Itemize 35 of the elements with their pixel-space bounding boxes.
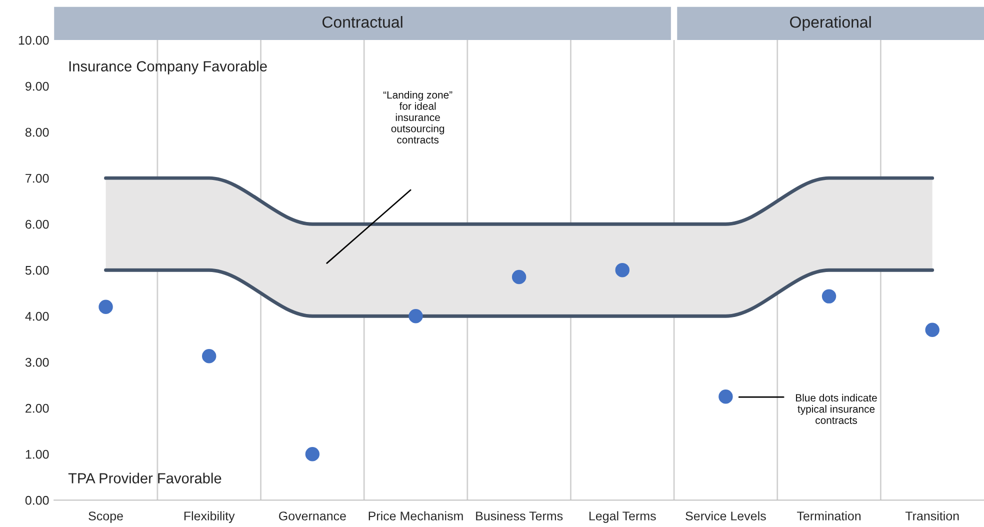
y-tick-label: 1.00 [26, 450, 49, 459]
point [822, 289, 836, 304]
point [718, 389, 733, 404]
point [512, 270, 526, 284]
y-tick-label: 3.00 [25, 358, 49, 367]
y-tick-label: 10.00 [18, 36, 49, 45]
annotation: Blue dots indicate typical insurance contracts [796, 394, 877, 424]
y-tick-label: 2.00 [26, 404, 49, 413]
y-tick-label: 8.00 [25, 128, 49, 137]
x-tick-label: Governance [279, 512, 346, 520]
point [98, 300, 113, 314]
x-tick-label: Scope [88, 512, 123, 523]
y-tick-label: 4.00 [25, 312, 49, 321]
y-tick-label: 7.00 [26, 174, 49, 183]
point [305, 446, 320, 462]
annotation: Insurance Company Favorable [69, 60, 267, 74]
y-tick-label: 9.00 [26, 82, 49, 91]
x-tick-label: Service Levels [686, 511, 766, 520]
x-tick-label: Legal Terms [589, 511, 656, 523]
text: Contractual [322, 16, 402, 28]
point [925, 322, 940, 338]
point [408, 308, 423, 324]
y-tick-label: 6.00 [26, 220, 49, 229]
x-tick-label: Business Terms [476, 511, 563, 520]
x-tick-label: Flexibility [184, 511, 235, 523]
point [202, 349, 216, 364]
x-tick-label: Price Mechanism [368, 511, 463, 520]
annotation: “Landing zone” for ideal insurance outsourcing contracts [383, 90, 452, 144]
annotation: TPA Provider Favorable [68, 472, 222, 484]
y-tick-label: 0.00 [25, 496, 49, 505]
x-tick-label: Transition [905, 511, 959, 520]
point [615, 262, 630, 278]
x-tick-label: Termination [797, 511, 861, 520]
text: Operational [790, 16, 871, 31]
y-tick-label: 5.00 [25, 266, 49, 275]
